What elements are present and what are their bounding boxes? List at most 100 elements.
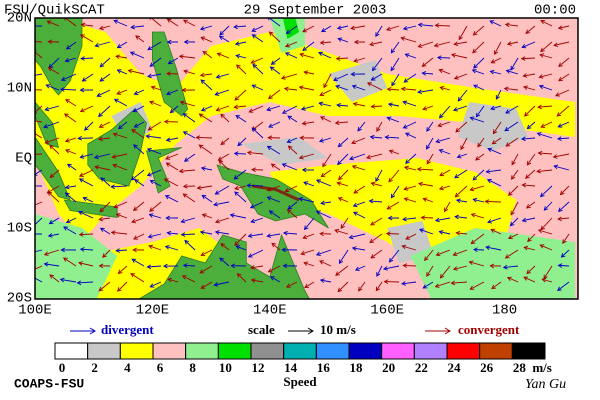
wind-arrow [118, 265, 128, 274]
wind-arrow-head [526, 160, 532, 166]
wind-arrow [558, 73, 570, 82]
wind-arrow [128, 69, 145, 75]
wind-arrow-head [285, 29, 291, 34]
colorbar-tick-label: 26 [480, 360, 494, 375]
wind-arrow [389, 249, 400, 263]
wind-arrow [65, 192, 77, 203]
wind-arrow-head [266, 233, 272, 238]
wind-arrow [180, 101, 196, 107]
wind-arrow-head [537, 104, 542, 110]
colorbar-tick-label: 22 [415, 360, 428, 375]
colorbar-tick-label: 12 [252, 360, 265, 375]
wind-arrow [436, 249, 451, 256]
wind-arrow-head [268, 94, 273, 100]
wind-arrow [336, 57, 349, 60]
wind-arrow [422, 72, 434, 75]
wind-arrow-head [286, 209, 292, 214]
wind-arrow-head [182, 183, 188, 189]
wind-arrow [131, 169, 145, 181]
wind-arrow-head [391, 81, 396, 87]
wind-arrow-head [149, 207, 154, 212]
wind-arrow-head [404, 132, 410, 137]
land [35, 18, 83, 96]
wind-arrow-head [234, 41, 240, 46]
wind-arrow-head [336, 25, 342, 30]
wind-arrow-head [557, 216, 562, 222]
wind-arrow [285, 52, 298, 59]
wind-arrow-head [98, 263, 104, 269]
wind-arrow [269, 210, 281, 219]
wind-arrow-head [338, 259, 344, 265]
wind-arrow [367, 82, 383, 91]
wind-arrow [337, 281, 349, 292]
wind-arrow [426, 121, 434, 132]
wind-arrow [196, 137, 213, 139]
wind-arrow [439, 149, 451, 155]
wind-arrow [251, 279, 264, 283]
wind-arrow-head [145, 134, 151, 139]
wind-arrow [183, 19, 196, 27]
wind-arrow [316, 210, 332, 219]
wind-arrow-head [319, 260, 324, 265]
wind-arrow-head [424, 256, 429, 262]
wind-arrow-head [233, 104, 239, 110]
wind-arrow-head [350, 25, 356, 31]
wind-arrow-head [460, 145, 465, 151]
wind-arrow [167, 278, 179, 283]
wind-arrow [286, 25, 298, 34]
wind-arrow-head [98, 123, 104, 128]
wind-arrow-head [131, 128, 137, 134]
wind-arrow-head [213, 282, 219, 287]
wind-arrow-head [402, 100, 408, 105]
wind-arrow [354, 57, 366, 62]
wind-arrow-head [426, 272, 431, 277]
wind-arrow [353, 185, 366, 194]
wind-arrow [116, 89, 128, 95]
wind-arrow [35, 105, 43, 113]
wind-arrow-head [281, 247, 286, 253]
wind-arrow-head [370, 254, 376, 259]
wind-arrow [133, 144, 145, 155]
wind-arrow-head [319, 231, 324, 237]
wind-arrow-head [422, 197, 428, 202]
wind-arrow [102, 249, 111, 258]
wind-arrow-head [49, 144, 54, 150]
wind-arrow-head [455, 127, 460, 133]
wind-arrow [318, 52, 332, 59]
wind-arrow [282, 163, 298, 171]
wind-arrow [179, 169, 196, 172]
wind-arrow-head [539, 192, 545, 198]
wind-arrow-head [525, 29, 531, 34]
wind-arrow [503, 265, 519, 269]
wind-arrow [403, 101, 417, 107]
wind-arrow [166, 89, 179, 95]
wind-arrow [526, 265, 536, 274]
wind-arrow-head [251, 84, 257, 89]
wind-arrow [490, 229, 502, 235]
wind-arrow [49, 169, 60, 178]
wind-arrow [511, 169, 519, 180]
wind-arrow [251, 84, 264, 91]
wind-arrow [147, 148, 162, 155]
wind-arrow-head [390, 66, 395, 72]
wind-arrow [492, 137, 502, 145]
wind-arrow [35, 201, 43, 206]
wind-arrow [182, 275, 196, 283]
wind-arrow [355, 265, 366, 271]
wind-arrow [64, 113, 77, 123]
wind-arrow-head [284, 187, 290, 193]
wind-arrow-head [438, 185, 444, 191]
wind-arrow-head [218, 160, 224, 165]
wind-arrow [77, 281, 94, 284]
wind-arrow-head [149, 180, 155, 185]
wind-arrow-head [351, 84, 357, 90]
wind-arrow-head [492, 129, 498, 135]
wind-arrow [235, 41, 247, 45]
wind-arrow-head [164, 245, 170, 250]
wind-arrow [389, 150, 400, 155]
wind-arrow-head [27, 118, 31, 122]
wind-arrow [538, 229, 553, 235]
wind-arrow-head [164, 195, 170, 200]
wind-arrow [84, 121, 94, 131]
wind-arrow [439, 105, 451, 119]
